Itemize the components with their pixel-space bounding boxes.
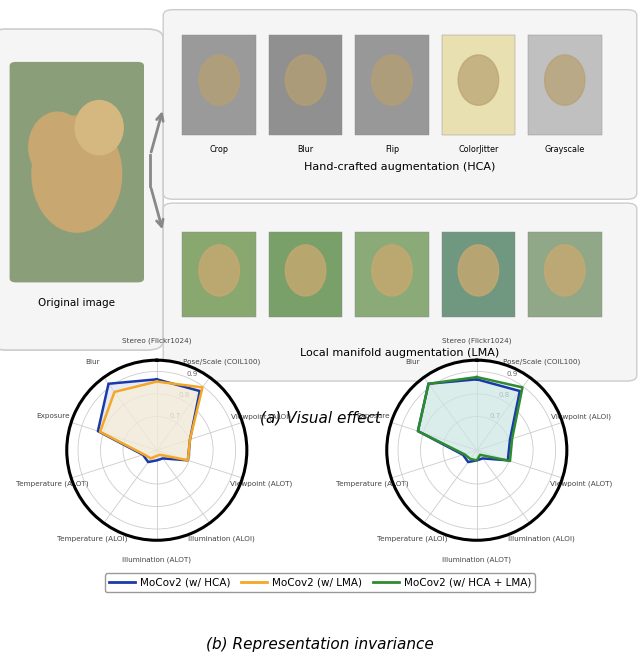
Polygon shape [418,377,522,461]
Ellipse shape [285,55,326,105]
Text: ColorJitter: ColorJitter [458,145,499,154]
Ellipse shape [285,245,326,296]
FancyBboxPatch shape [163,10,637,199]
Ellipse shape [199,55,239,105]
Ellipse shape [199,245,239,296]
Ellipse shape [545,55,585,105]
FancyBboxPatch shape [0,29,163,350]
FancyBboxPatch shape [163,203,637,381]
Polygon shape [418,380,520,462]
Text: Flip: Flip [385,145,399,154]
FancyBboxPatch shape [269,35,342,135]
FancyBboxPatch shape [182,35,256,135]
FancyBboxPatch shape [442,232,515,317]
Text: Local manifold augmentation (LMA): Local manifold augmentation (LMA) [300,348,500,358]
FancyBboxPatch shape [182,232,256,317]
Ellipse shape [76,101,123,155]
Legend: MoCov2 (w/ HCA), MoCov2 (w/ LMA), MoCov2 (w/ HCA + LMA): MoCov2 (w/ HCA), MoCov2 (w/ LMA), MoCov2… [104,574,536,592]
Ellipse shape [545,245,585,296]
FancyBboxPatch shape [10,62,144,282]
Ellipse shape [372,245,412,296]
Ellipse shape [458,245,499,296]
Ellipse shape [29,112,86,182]
Text: (a) Visual effect: (a) Visual effect [260,410,380,425]
Text: Grayscale: Grayscale [545,145,585,154]
FancyBboxPatch shape [528,35,602,135]
Text: (b) Representation invariance: (b) Representation invariance [206,638,434,652]
Ellipse shape [32,116,122,232]
Polygon shape [100,382,202,460]
Polygon shape [98,380,200,462]
FancyBboxPatch shape [355,232,429,317]
Ellipse shape [458,55,499,105]
Text: Hand-crafted augmentation (HCA): Hand-crafted augmentation (HCA) [304,163,496,173]
FancyBboxPatch shape [355,35,429,135]
FancyBboxPatch shape [528,232,602,317]
Ellipse shape [372,55,412,105]
Text: Crop: Crop [210,145,228,154]
Text: Original image: Original image [38,298,115,308]
FancyBboxPatch shape [269,232,342,317]
Text: Blur: Blur [298,145,314,154]
FancyBboxPatch shape [442,35,515,135]
